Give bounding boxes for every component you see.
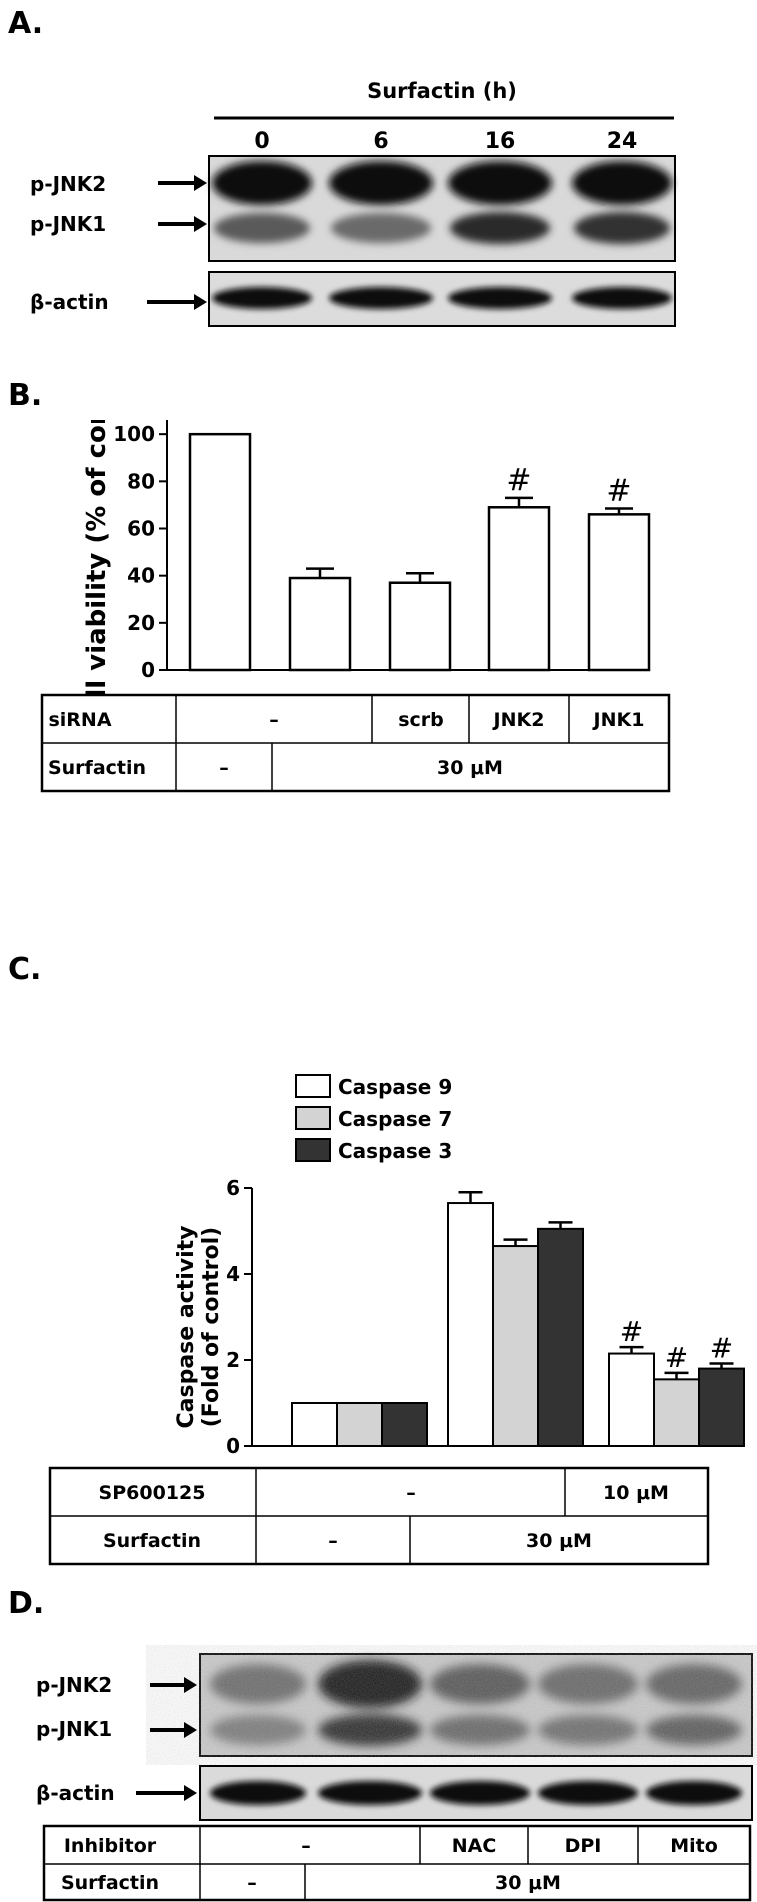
- table-b-row2-cell: 30 μM: [437, 757, 503, 779]
- table-d-row2-cell: 30 μM: [495, 1872, 561, 1894]
- chart-b-ytick-label: 0: [141, 658, 155, 682]
- chart-c-ylabel-line2: (Fold of control): [199, 1227, 224, 1428]
- chart-c-bar: [492, 1245, 539, 1447]
- table-d-row1-label: Inhibitor: [64, 1835, 157, 1857]
- chart-b-ytick-label: 60: [127, 517, 155, 541]
- chart-c-bar: [698, 1367, 745, 1448]
- label-pjnk2: p-JNK2: [30, 172, 107, 196]
- table-c: SP600125 – 10 μM Surfactin – 30 μM: [48, 1466, 710, 1566]
- panel-a-label: A.: [8, 6, 44, 41]
- panel-c-label: C.: [8, 952, 42, 987]
- panel-d-figure: Inhibitor – NAC DPI Mito Surfactin – 30 …: [42, 1653, 753, 1902]
- chart-c-bars: # # #: [291, 1191, 745, 1448]
- legend-swatch: [295, 1074, 331, 1098]
- table-b-row1-cell: –: [269, 709, 279, 731]
- chart-b-ytick-label: 80: [127, 469, 155, 493]
- table-b-row1-label: siRNA: [48, 709, 111, 731]
- label-pjnk1: p-JNK1: [30, 212, 107, 236]
- chart-b-ytick-label: 100: [113, 422, 155, 446]
- chart-c-yaxis: 0 2 4 6: [226, 1176, 253, 1458]
- table-c-row1-cell: 10 μM: [603, 1482, 669, 1504]
- chart-b: Cell viability (% of control) 0 20 40 60 80 1…: [40, 420, 671, 793]
- chart-c-ylabel: Caspase activity (Fold of control): [174, 1225, 224, 1428]
- panel-d-label: D.: [8, 1586, 45, 1621]
- arrow-icon: [150, 1677, 197, 1693]
- blot-d-pjnk: [199, 1653, 753, 1757]
- table-b-row1-cell: scrb: [398, 709, 444, 731]
- label-d-pjnk1: p-JNK1: [36, 1717, 113, 1741]
- arrow-icon: [136, 1785, 197, 1801]
- chart-c-ytick-label: 0: [226, 1434, 240, 1458]
- table-c-row1-label: SP600125: [99, 1482, 206, 1504]
- legend-label: Caspase 7: [338, 1107, 452, 1131]
- chart-c-bar: [537, 1227, 584, 1447]
- table-d-row2-cell: –: [247, 1872, 257, 1894]
- chart-b-significance: #: [506, 463, 531, 498]
- chart-b-bar: [188, 432, 252, 672]
- chart-c-legend: Caspase 9 Caspase 7 Caspase 3: [295, 1074, 452, 1163]
- label-beta-actin: β-actin: [30, 290, 109, 314]
- chart-b-ytick-label: 20: [127, 611, 155, 635]
- panel-b-label: B.: [8, 378, 43, 413]
- table-b-row2-cell: –: [219, 757, 229, 779]
- table-c-row2-cell: –: [328, 1530, 338, 1552]
- table-b-row1-cell: JNK1: [592, 709, 645, 731]
- table-d: Inhibitor – NAC DPI Mito Surfactin – 30 …: [42, 1824, 752, 1902]
- legend-swatch: [295, 1138, 331, 1162]
- chart-c-ytick-label: 4: [226, 1262, 240, 1286]
- chart-b-ylabel: Cell viability (% of control): [82, 420, 112, 734]
- chart-c-bar: [608, 1352, 655, 1447]
- chart-b-yaxis: 020406080100120: [113, 420, 168, 682]
- table-d-row2-label: Surfactin: [61, 1872, 159, 1894]
- blot-d-actin: [199, 1765, 753, 1821]
- time-title: Surfactin (h): [367, 79, 517, 103]
- chart-c-significance: #: [620, 1315, 643, 1348]
- label-d-beta-actin: β-actin: [36, 1781, 115, 1805]
- table-b: siRNA – scrb JNK2 JNK1 Surfactin – 30 μM: [40, 693, 671, 793]
- chart-c-ytick-label: 2: [226, 1348, 240, 1372]
- chart-b-bar: [587, 513, 651, 672]
- legend-swatch: [295, 1106, 331, 1130]
- table-d-row1-cell: –: [301, 1835, 311, 1857]
- chart-b-bars: # #: [188, 432, 651, 672]
- legend-label: Caspase 3: [338, 1139, 452, 1163]
- time-point-16: 16: [485, 129, 516, 154]
- chart-c-bar: [291, 1402, 338, 1447]
- blot-a-pjnk: [208, 155, 676, 262]
- time-point-6: 6: [373, 129, 388, 154]
- chart-b-ytick-label: 40: [127, 564, 155, 588]
- table-d-row1-cell: DPI: [565, 1835, 602, 1857]
- table-c-row2-cell: 30 μM: [526, 1530, 592, 1552]
- time-point-0: 0: [254, 129, 269, 154]
- chart-c-bar: [653, 1378, 700, 1448]
- time-point-24: 24: [607, 129, 638, 154]
- panel-a-figure: Surfactin (h) 0 6 16 24: [147, 79, 676, 327]
- chart-c-significance: #: [710, 1331, 733, 1364]
- chart-b-bar: [388, 581, 452, 672]
- chart-c-bar: [381, 1402, 428, 1447]
- time-point-labels: 0 6 16 24: [254, 129, 637, 154]
- chart-c-ytick-label: 6: [226, 1176, 240, 1200]
- table-c-row2-label: Surfactin: [103, 1530, 201, 1552]
- chart-c-significance: #: [665, 1341, 688, 1374]
- table-d-row1-cell: NAC: [452, 1835, 497, 1857]
- legend-label: Caspase 9: [338, 1075, 452, 1099]
- table-b-row2-label: Surfactin: [48, 757, 146, 779]
- label-d-pjnk2: p-JNK2: [36, 1673, 113, 1697]
- chart-b-bar: [288, 576, 352, 672]
- table-c-row1-cell: –: [406, 1482, 416, 1504]
- chart-c-bar: [336, 1402, 383, 1447]
- chart-c-ylabel-line1: Caspase activity: [174, 1225, 199, 1428]
- table-d-row1-cell: Mito: [670, 1835, 718, 1857]
- blot-a-actin: [208, 271, 676, 327]
- arrow-icon: [147, 294, 207, 310]
- table-b-row1-cell: JNK2: [492, 709, 545, 731]
- chart-c: Caspase activity (Fold of control) Caspa…: [48, 1074, 745, 1566]
- chart-b-significance: #: [606, 473, 631, 508]
- chart-b-bar: [487, 506, 551, 672]
- arrow-icon: [158, 216, 207, 232]
- arrow-icon: [158, 175, 207, 191]
- chart-c-bar: [447, 1202, 494, 1447]
- arrow-icon: [150, 1722, 197, 1738]
